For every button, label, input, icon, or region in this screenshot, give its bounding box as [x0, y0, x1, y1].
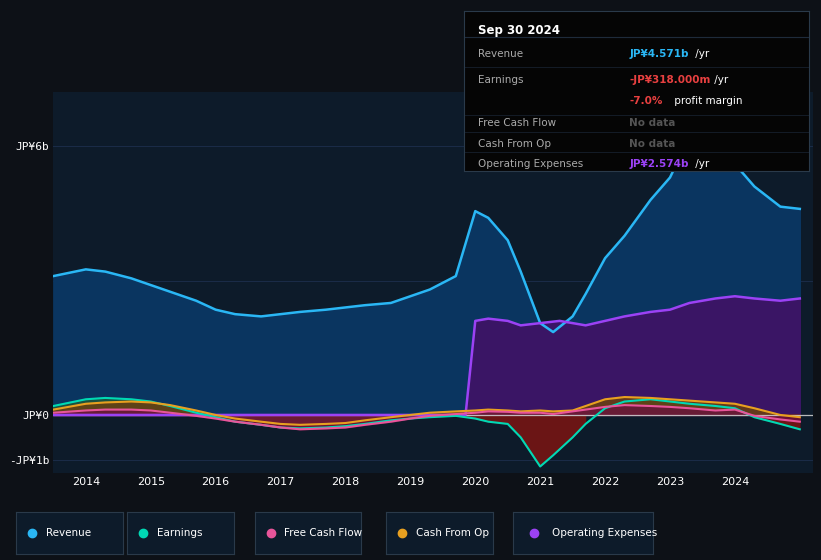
Text: /yr: /yr [692, 160, 709, 170]
Text: Free Cash Flow: Free Cash Flow [478, 118, 556, 128]
Text: /yr: /yr [711, 75, 728, 85]
Text: Revenue: Revenue [478, 49, 523, 59]
Text: Earnings: Earnings [157, 529, 203, 538]
Text: Earnings: Earnings [478, 75, 523, 85]
Text: Free Cash Flow: Free Cash Flow [284, 529, 363, 538]
Text: Cash From Op: Cash From Op [478, 139, 551, 148]
Text: Sep 30 2024: Sep 30 2024 [478, 24, 560, 37]
Text: profit margin: profit margin [671, 96, 742, 106]
Text: -7.0%: -7.0% [630, 96, 663, 106]
Text: Revenue: Revenue [46, 529, 91, 538]
Text: Cash From Op: Cash From Op [415, 529, 488, 538]
Text: Operating Expenses: Operating Expenses [478, 160, 583, 170]
Text: -JP¥318.000m: -JP¥318.000m [630, 75, 711, 85]
Text: No data: No data [630, 118, 676, 128]
Text: JP¥2.574b: JP¥2.574b [630, 160, 689, 170]
Text: JP¥4.571b: JP¥4.571b [630, 49, 689, 59]
Text: /yr: /yr [692, 49, 709, 59]
Text: No data: No data [630, 139, 676, 148]
Text: Operating Expenses: Operating Expenses [553, 529, 658, 538]
